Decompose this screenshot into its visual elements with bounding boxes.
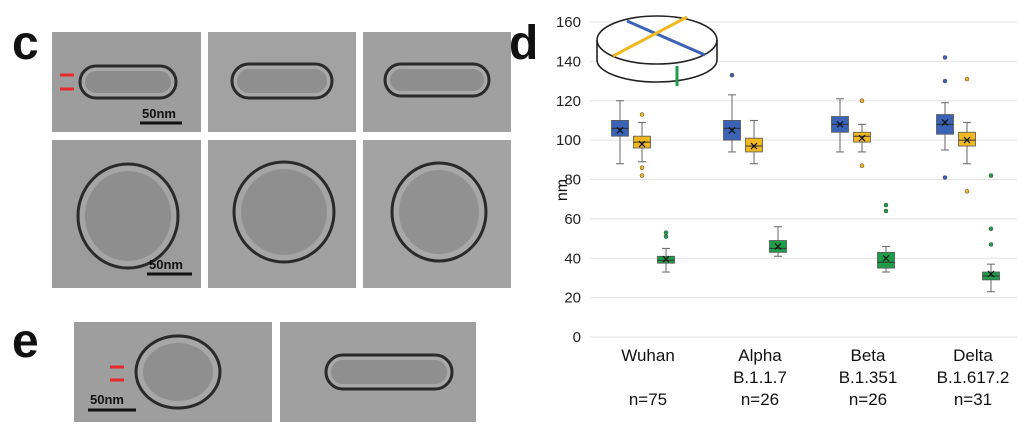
scale-bar-label: 50nm xyxy=(142,106,176,121)
mean-marker xyxy=(963,136,971,144)
y-tick-label: 160 xyxy=(556,14,581,31)
micrograph-e2 xyxy=(280,322,476,422)
y-tick-label: 0 xyxy=(573,329,581,346)
disk-yellow-diameter xyxy=(612,15,688,58)
outlier-point xyxy=(988,173,994,178)
mean-marker xyxy=(882,254,890,262)
category-n: n=26 xyxy=(849,390,887,409)
outlier-point xyxy=(883,202,889,208)
outlier-point xyxy=(663,234,669,239)
blue-box-wuhan xyxy=(611,100,629,165)
outlier-point xyxy=(663,230,669,235)
micrograph-c6 xyxy=(363,140,511,288)
green-box-wuhan xyxy=(657,230,675,273)
micrograph-c3 xyxy=(363,32,511,132)
y-tick-label: 100 xyxy=(556,132,581,149)
y-tick-label: 120 xyxy=(556,93,581,110)
scale-bar-label: 50nm xyxy=(90,392,124,407)
outlier-point xyxy=(639,165,645,170)
outlier-point xyxy=(942,55,948,60)
outlier-point xyxy=(859,98,865,103)
category-n: n=31 xyxy=(954,390,992,409)
yellow-box-beta xyxy=(853,98,871,168)
category-name: Alpha xyxy=(738,346,782,365)
green-box-alpha xyxy=(769,226,787,257)
outlier-point xyxy=(988,226,994,231)
y-tick-label: 60 xyxy=(564,211,581,228)
mean-marker xyxy=(941,118,949,126)
outlier-point xyxy=(942,175,948,180)
category-name: Wuhan xyxy=(621,346,675,365)
y-tick-label: 80 xyxy=(564,172,581,189)
micrograph-c4: 50nm xyxy=(52,140,201,288)
panel-letter-d: d xyxy=(509,17,539,70)
green-box-delta xyxy=(982,173,1000,293)
mean-marker xyxy=(987,270,995,278)
micrograph-c5 xyxy=(208,140,356,288)
outlier-point xyxy=(639,173,645,178)
scale-bar-label: 50nm xyxy=(149,257,183,272)
y-tick-label: 140 xyxy=(556,53,581,70)
micrograph-c1: 50nm xyxy=(52,32,201,132)
category-n: n=26 xyxy=(741,390,779,409)
category-name: Delta xyxy=(953,346,993,365)
blue-box-alpha xyxy=(723,72,741,153)
mean-marker xyxy=(728,126,736,134)
mean-marker xyxy=(662,255,670,263)
mean-marker xyxy=(638,140,646,148)
mean-marker xyxy=(836,120,844,128)
box-plot-chart: 0 20 40 60 80 100 120 140 160 Wuhan n=75 Alpha B.1.… xyxy=(554,14,1017,409)
blue-box-beta xyxy=(831,98,849,153)
blue-box-delta xyxy=(936,55,954,180)
outlier-point xyxy=(859,163,865,168)
panel-letter-c: c xyxy=(12,17,39,70)
disk-top xyxy=(596,15,718,65)
panel-letter-e: e xyxy=(12,315,39,368)
yellow-box-alpha xyxy=(745,119,763,165)
mean-marker xyxy=(858,134,866,142)
yellow-box-wuhan xyxy=(633,112,651,178)
category-lineage: B.1.617.2 xyxy=(937,368,1010,387)
outlier-point xyxy=(964,76,970,82)
y-axis: 0 20 40 60 80 100 120 140 160 xyxy=(556,14,581,346)
box-iqr xyxy=(853,131,871,143)
y-tick-label: 20 xyxy=(564,290,581,307)
outlier-point xyxy=(964,189,970,194)
category-labels: Wuhan n=75 Alpha B.1.1.7 n=26 Beta B.1.351 n=26… xyxy=(621,346,1009,409)
mean-marker xyxy=(616,126,624,134)
category-n: n=75 xyxy=(629,390,667,409)
category-lineage: B.1.1.7 xyxy=(733,368,787,387)
outlier-point xyxy=(942,78,948,84)
disk-blue-diameter xyxy=(626,19,706,57)
box-iqr xyxy=(877,251,895,269)
outlier-point xyxy=(883,208,889,214)
y-tick-label: 40 xyxy=(564,250,581,267)
outlier-point xyxy=(988,242,994,247)
y-axis-label: nm xyxy=(554,179,571,201)
outlier-point xyxy=(639,112,645,117)
box-iqr xyxy=(958,131,976,147)
green-box-beta xyxy=(877,202,895,273)
micrograph-c2 xyxy=(208,32,356,132)
mean-marker xyxy=(774,243,782,250)
category-name: Beta xyxy=(851,346,887,365)
boxes xyxy=(611,55,1000,293)
micrograph-e1: 50nm xyxy=(74,322,272,422)
category-lineage: B.1.351 xyxy=(839,368,898,387)
outlier-point xyxy=(729,72,735,78)
disk-diagram xyxy=(596,15,718,86)
yellow-box-delta xyxy=(958,76,976,194)
mean-marker xyxy=(750,142,758,150)
box-iqr xyxy=(745,137,763,153)
